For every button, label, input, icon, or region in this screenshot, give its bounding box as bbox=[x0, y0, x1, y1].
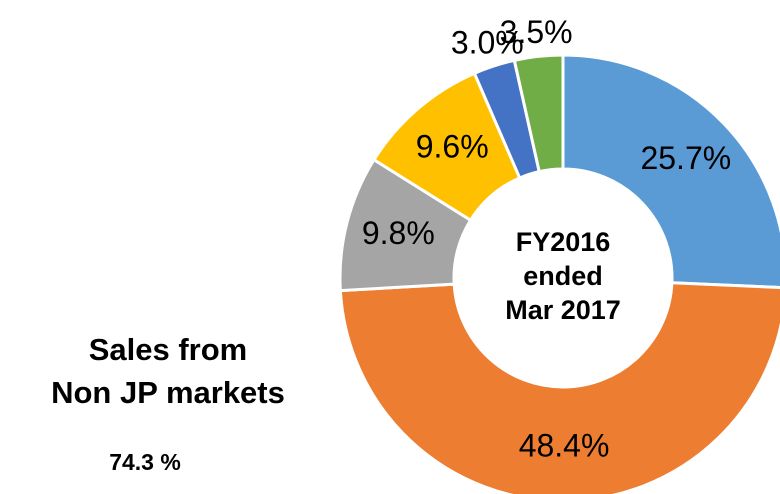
annotation-value: 74.3 % bbox=[109, 449, 181, 475]
data-label: 9.8% bbox=[362, 215, 435, 251]
data-label: 48.4% bbox=[519, 427, 610, 463]
annotation: Non JP markets bbox=[51, 375, 285, 410]
data-label: 3.5% bbox=[500, 14, 573, 50]
center-label: ended bbox=[523, 261, 603, 291]
data-label: 9.6% bbox=[416, 129, 489, 165]
data-label: 25.7% bbox=[640, 140, 731, 176]
donut-segment bbox=[561, 53, 780, 290]
data-label: 3.0% bbox=[451, 24, 524, 60]
center-label: Mar 2017 bbox=[505, 295, 621, 325]
donut-segment bbox=[512, 53, 565, 174]
donut-segment bbox=[338, 281, 780, 494]
center-label: FY2016 bbox=[516, 227, 611, 257]
annotation: Sales from bbox=[89, 332, 248, 367]
